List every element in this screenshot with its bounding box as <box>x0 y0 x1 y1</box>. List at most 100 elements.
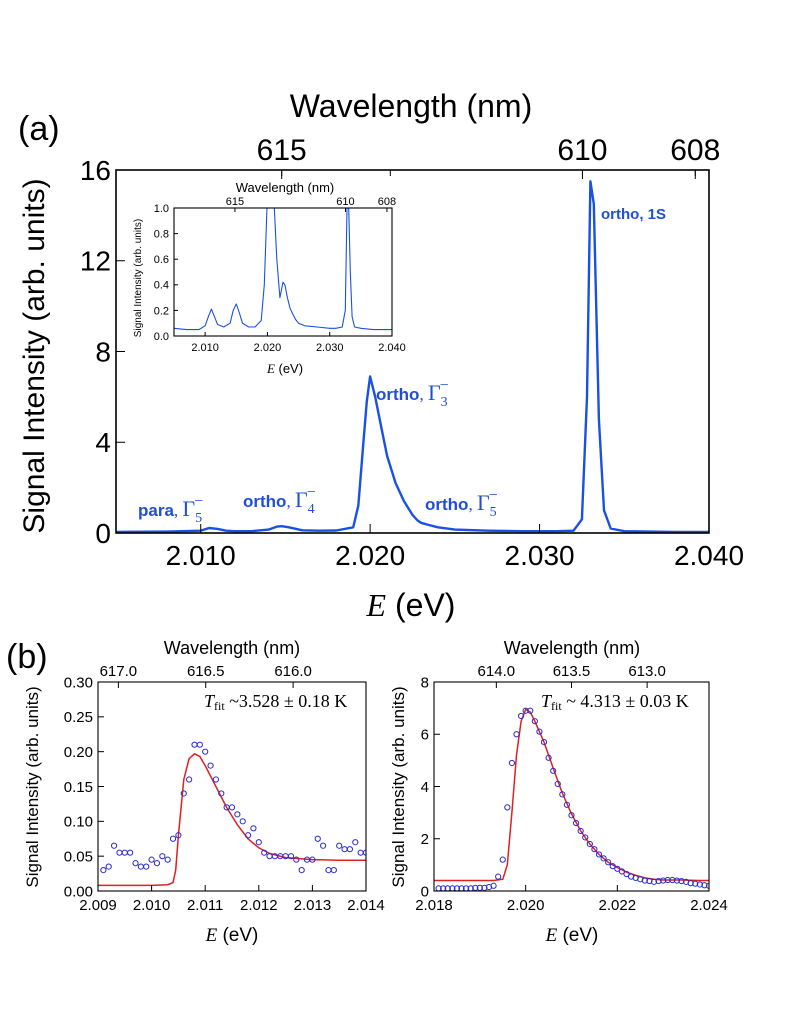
data-point <box>261 849 268 856</box>
data-point <box>250 825 257 832</box>
data-point <box>212 776 220 783</box>
inset-top-axis-title: Wavelength (nm) <box>236 180 335 195</box>
data-point <box>687 880 694 887</box>
data-point <box>513 731 520 738</box>
data-point <box>228 804 236 811</box>
data-point <box>357 849 364 856</box>
y-tick-label: 0.30 <box>64 674 93 691</box>
data-point <box>175 832 182 839</box>
data-point <box>336 842 343 849</box>
data-point <box>586 840 593 848</box>
x-tick-label: 2.018 <box>415 897 453 914</box>
data-point <box>508 759 516 767</box>
data-point <box>121 849 128 856</box>
data-point <box>696 881 703 888</box>
data-point <box>540 738 548 746</box>
data-point <box>517 712 525 720</box>
top-tick-label: 613.0 <box>628 663 666 680</box>
data-point <box>164 856 171 863</box>
data-point <box>504 804 511 811</box>
chart-main: 2.010 2.020 2.030 2.040 0 4 8 12 16 615 610 608 <box>80 134 744 571</box>
data-point <box>159 853 166 860</box>
y-tick-label: 8 <box>421 674 429 691</box>
data-point <box>137 863 144 870</box>
data-point <box>105 863 112 870</box>
data-point <box>293 856 300 863</box>
data-point <box>618 868 626 875</box>
data-point <box>196 741 203 748</box>
data-point <box>132 860 139 867</box>
data-point <box>116 849 123 856</box>
y-tick-label: 0 <box>95 518 111 549</box>
b-right-x-axis-title: E (eV) <box>545 925 599 946</box>
x-tick-label: 2.040 <box>378 342 406 354</box>
data-point <box>234 811 241 818</box>
b-right-y-axis-title: Signal Intensity (arb. units) <box>389 686 408 887</box>
x-tick-label: 2.010 <box>133 897 171 914</box>
x-tick-label: 2.014 <box>347 897 385 914</box>
data-point <box>298 867 305 874</box>
y-tick-label: 0.8 <box>154 228 169 240</box>
y-tick-label: 4 <box>95 427 111 458</box>
data-point <box>655 877 662 885</box>
annotation-ortho-gamma4: ortho, Γ4− <box>243 484 316 517</box>
top-tick-label: 615 <box>257 134 307 167</box>
x-tick-label: 2.030 <box>316 342 344 354</box>
x-tick-label: 2.020 <box>335 540 405 571</box>
top-tick-label: 608 <box>378 196 396 208</box>
b-right-fit-label: Tfit ~ 4.313 ± 0.03 K <box>541 691 689 713</box>
y-tick-label: 4 <box>421 779 429 796</box>
panel-a-label: (a) <box>18 110 60 148</box>
b-left-fit-label: Tfit ~3.528 ± 0.18 K <box>204 691 347 713</box>
data-point <box>169 835 177 842</box>
x-tick-label: 2.030 <box>505 540 575 571</box>
x-tick-label: 2.011 <box>187 897 223 914</box>
chart-b_right: 2.018 2.020 2.022 2.024 0 2 4 6 8 614.0 613.5 613.0 <box>415 663 728 914</box>
fit-line-b_right <box>434 708 709 882</box>
data-point <box>320 842 327 849</box>
data-point <box>609 863 616 870</box>
x-tick-label: 2.010 <box>191 342 219 354</box>
x-tick-label: 2.020 <box>507 897 545 914</box>
inset-y-axis-title: Signal Intensity (arb. units) <box>133 219 144 337</box>
data-point <box>148 856 155 863</box>
data-point <box>559 791 566 798</box>
plot-frame-b_right <box>433 681 710 892</box>
data-point <box>614 865 621 872</box>
data-point <box>255 839 262 846</box>
y-tick-label: 12 <box>80 246 111 277</box>
data-point <box>352 839 359 846</box>
data-point <box>143 863 150 870</box>
data-point <box>641 877 648 884</box>
annotation-para-gamma5: para, Γ5− <box>138 493 203 526</box>
data-point <box>100 867 107 874</box>
top-tick-label: 614.0 <box>478 663 516 680</box>
y-tick-label: 0.20 <box>64 744 93 761</box>
x-tick-label: 2.010 <box>166 540 236 571</box>
data-point <box>325 867 332 874</box>
data-point <box>605 859 612 866</box>
data-point <box>314 835 321 842</box>
x-tick-label: 2.020 <box>254 342 282 354</box>
top-tick-label: 610 <box>336 196 354 208</box>
data-point <box>499 856 506 863</box>
x-tick-label: 2.022 <box>599 897 637 914</box>
top-tick-label: 617.0 <box>100 663 138 680</box>
data-point <box>287 853 295 860</box>
data-point <box>673 877 681 884</box>
data-point <box>600 855 607 862</box>
data-point <box>244 832 252 839</box>
data-point <box>522 707 529 714</box>
b-right-top-axis-title: Wavelength (nm) <box>504 638 640 658</box>
panel-a-top-axis-title: Wavelength (nm) <box>290 88 532 124</box>
panel-a-x-axis-title: E (eV) <box>366 587 456 623</box>
y-tick-label: 1.0 <box>154 203 169 215</box>
top-tick-label: 616.0 <box>274 663 312 680</box>
data-point <box>582 834 589 841</box>
data-point <box>577 827 584 835</box>
data-point <box>550 767 557 774</box>
data-point <box>527 707 534 714</box>
data-point <box>623 870 630 878</box>
data-point <box>218 790 225 797</box>
